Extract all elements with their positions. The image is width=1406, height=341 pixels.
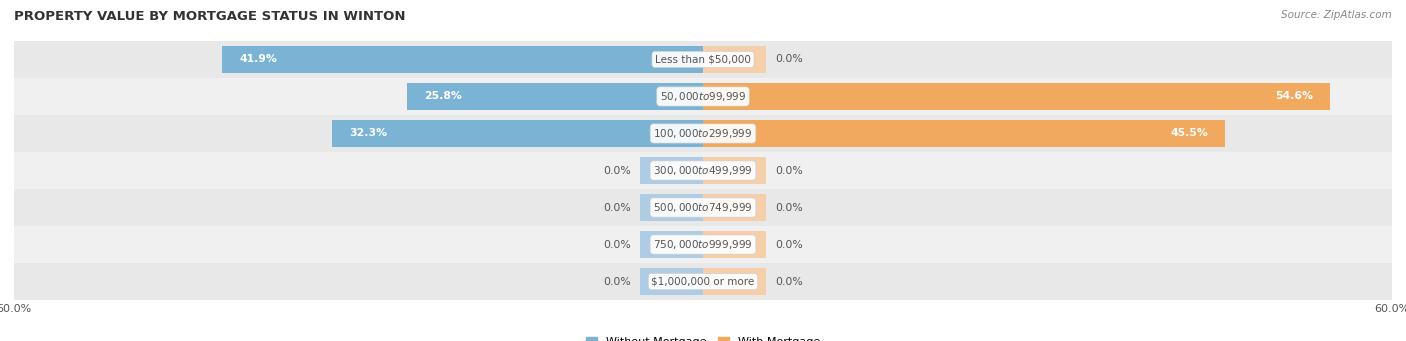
Bar — [332, 120, 703, 147]
Text: 0.0%: 0.0% — [775, 55, 803, 64]
Bar — [703, 46, 766, 73]
Text: 0.0%: 0.0% — [603, 165, 631, 176]
Bar — [14, 152, 1392, 189]
Bar — [640, 231, 703, 258]
Bar — [14, 263, 1392, 300]
Text: 0.0%: 0.0% — [603, 239, 631, 250]
Text: $1,000,000 or more: $1,000,000 or more — [651, 277, 755, 286]
Text: Less than $50,000: Less than $50,000 — [655, 55, 751, 64]
Text: 0.0%: 0.0% — [603, 203, 631, 212]
Text: 54.6%: 54.6% — [1275, 91, 1313, 102]
Text: 0.0%: 0.0% — [775, 239, 803, 250]
Bar — [703, 268, 766, 295]
Text: 0.0%: 0.0% — [775, 165, 803, 176]
Bar — [703, 83, 1330, 110]
Bar — [640, 157, 703, 184]
Text: 0.0%: 0.0% — [603, 277, 631, 286]
Text: $750,000 to $999,999: $750,000 to $999,999 — [654, 238, 752, 251]
Bar — [14, 189, 1392, 226]
Text: 0.0%: 0.0% — [775, 203, 803, 212]
Text: 0.0%: 0.0% — [775, 277, 803, 286]
Bar — [703, 194, 766, 221]
Text: 25.8%: 25.8% — [425, 91, 461, 102]
Text: $300,000 to $499,999: $300,000 to $499,999 — [654, 164, 752, 177]
Legend: Without Mortgage, With Mortgage: Without Mortgage, With Mortgage — [582, 332, 824, 341]
Text: PROPERTY VALUE BY MORTGAGE STATUS IN WINTON: PROPERTY VALUE BY MORTGAGE STATUS IN WIN… — [14, 10, 405, 23]
Text: $100,000 to $299,999: $100,000 to $299,999 — [654, 127, 752, 140]
Text: 45.5%: 45.5% — [1170, 129, 1208, 138]
Text: 32.3%: 32.3% — [349, 129, 388, 138]
Bar — [14, 115, 1392, 152]
Bar — [406, 83, 703, 110]
Bar — [222, 46, 703, 73]
Text: Source: ZipAtlas.com: Source: ZipAtlas.com — [1281, 10, 1392, 20]
Bar — [640, 268, 703, 295]
Text: $50,000 to $99,999: $50,000 to $99,999 — [659, 90, 747, 103]
Bar — [14, 78, 1392, 115]
Bar — [703, 231, 766, 258]
Bar — [703, 157, 766, 184]
Bar — [14, 226, 1392, 263]
Bar — [14, 41, 1392, 78]
Text: 41.9%: 41.9% — [239, 55, 277, 64]
Bar — [703, 120, 1226, 147]
Bar — [640, 194, 703, 221]
Text: $500,000 to $749,999: $500,000 to $749,999 — [654, 201, 752, 214]
